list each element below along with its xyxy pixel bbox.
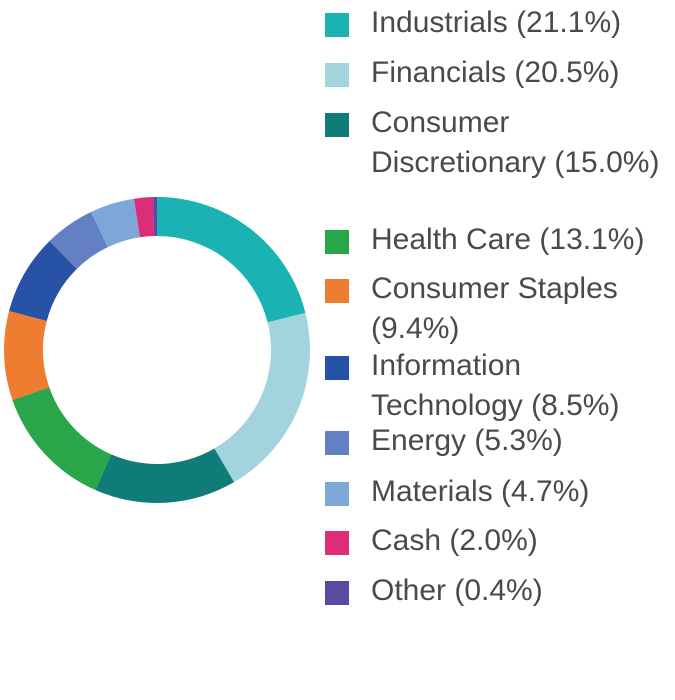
legend-swatch-industrials: [325, 13, 349, 37]
donut-slices: [3, 197, 310, 503]
legend-label-consumer-discretionary: Consumer Discretionary (15.0%): [371, 106, 660, 179]
legend-label-cash: Cash (2.0%): [371, 524, 538, 557]
donut-slice-materials: [90, 198, 140, 248]
legend-label-health-care: Health Care (13.1%): [371, 223, 645, 256]
legend-swatch-energy: [325, 431, 349, 455]
legend-label-materials: Materials (4.7%): [371, 475, 590, 508]
donut-chart: [3, 197, 310, 503]
legend-swatch-consumer-discretionary: [325, 113, 349, 137]
legend-label-other: Other (0.4%): [371, 574, 543, 607]
donut-slice-industrials: [157, 197, 306, 323]
donut-slice-energy: [49, 211, 108, 269]
legend-swatch-financials: [325, 63, 349, 87]
legend-label-financials: Financials (20.5%): [371, 56, 620, 89]
donut-slice-financials: [214, 312, 310, 483]
donut-slice-other: [153, 197, 157, 237]
legend-swatch-cash: [325, 531, 349, 555]
legend-label-energy: Energy (5.3%): [371, 424, 563, 457]
legend-swatch-materials: [325, 482, 349, 506]
donut-slice-information-technology: [9, 241, 77, 321]
legend-label-information-technology: Information Technology (8.5%): [371, 349, 620, 422]
donut-slice-health-care: [12, 387, 112, 491]
legend-swatch-other: [325, 581, 349, 605]
legend-swatch-information-technology: [325, 356, 349, 380]
donut-slice-cash: [134, 197, 155, 238]
legend-label-industrials: Industrials (21.1%): [371, 6, 622, 39]
legend-swatch-consumer-staples: [325, 279, 349, 303]
donut-slice-consumer-staples: [3, 311, 50, 401]
legend-label-consumer-staples: Consumer Staples (9.4%): [371, 272, 618, 345]
donut-slice-consumer-discretionary: [95, 448, 235, 503]
legend-swatch-health-care: [325, 230, 349, 254]
